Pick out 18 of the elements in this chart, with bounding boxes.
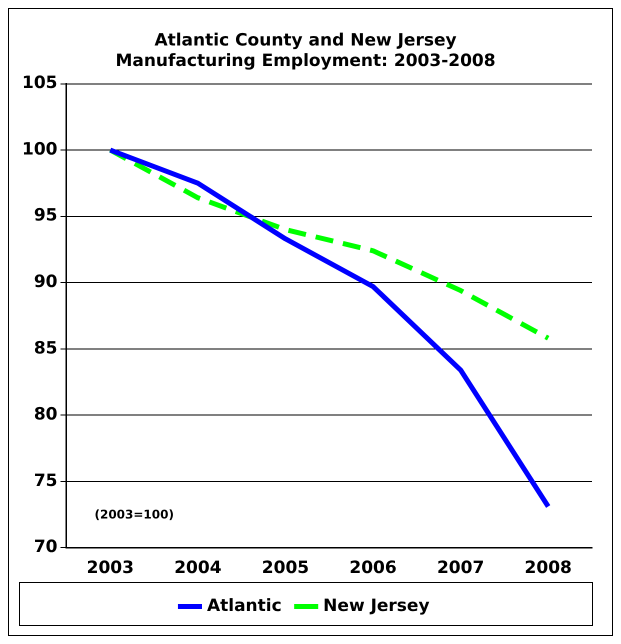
x-tick-label: 2008 [524, 558, 572, 578]
x-tick-label: 2005 [262, 558, 310, 578]
x-tick-label: 2006 [349, 558, 397, 578]
annotation: (2003=100) [94, 508, 174, 522]
y-tick-label: 85 [34, 338, 58, 358]
y-tick-label: 100 [22, 139, 58, 160]
y-tick-label: 75 [34, 470, 58, 491]
y-tick-label: 90 [34, 272, 58, 292]
x-tick-label: 2004 [174, 558, 222, 578]
x-tick-label: 2007 [436, 558, 484, 578]
chart-title: Atlantic County and New Jersey Manufacturing Employment: 2003-2008 [115, 30, 496, 72]
x-tick-label: 2003 [86, 558, 134, 578]
y-tick-label: 70 [34, 537, 58, 558]
y-tick-label: 105 [22, 73, 58, 94]
legend-label: Atlantic [206, 596, 282, 616]
y-tick-label: 95 [34, 206, 58, 226]
legend-label: New Jersey [323, 596, 430, 616]
y-tick-label: 80 [34, 404, 58, 425]
